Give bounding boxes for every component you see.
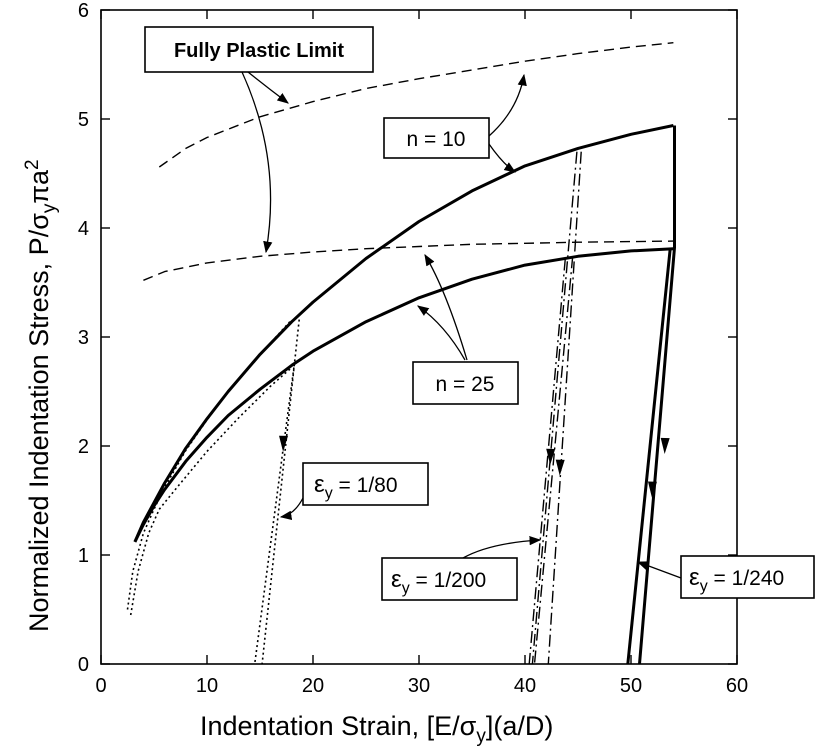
x-tick-label: 20	[302, 675, 324, 697]
x-tick-label: 40	[514, 675, 536, 697]
annotation-arrows	[241, 71, 682, 579]
annotation-eps-240-label: εy = 1/240	[689, 564, 784, 595]
series-line-dotted	[261, 319, 300, 665]
series-layer	[126, 42, 676, 665]
x-axis-title: Indentation Strain, [E/σy](a/D)	[200, 711, 553, 747]
annotation-n10: n = 10	[383, 117, 490, 159]
series-line-dotted	[253, 367, 295, 665]
annotation-eps-240: εy = 1/240	[680, 555, 815, 599]
annotation-eps-240-symbol: ε	[689, 564, 700, 591]
y-axis-title-sup: 2	[22, 159, 43, 170]
ticks: 0 10 20 30 40 50 60 0 1 2 3 4 5 6	[78, 0, 748, 697]
y-tick-label: 0	[78, 654, 89, 676]
annotation-fully-plastic-limit-text: Fully Plastic Limit	[174, 40, 344, 62]
x-tick-label: 0	[95, 675, 106, 697]
annotation-eps-200: εy = 1/200	[381, 557, 518, 601]
annotation-leader-arrow	[417, 305, 466, 361]
annotation-eps-200-tail: = 1/200	[410, 569, 486, 592]
y-tick-label: 5	[78, 109, 89, 131]
annotation-leader-arrow	[488, 73, 527, 137]
annotation-n25-text: n = 25	[436, 373, 495, 396]
series-line-dashdot	[547, 151, 582, 665]
annotation-leader-arrow	[462, 535, 542, 559]
annotation-leader-arrow	[636, 561, 682, 579]
annotation-leader-arrow	[241, 71, 273, 254]
annotation-eps-240-tail: = 1/240	[708, 567, 784, 590]
annotation-n10-text: n = 10	[407, 128, 466, 151]
series-line-dotted	[129, 366, 293, 616]
annotation-leader-arrow	[279, 497, 304, 521]
y-tick-label: 4	[78, 218, 89, 240]
x-axis-title-main: Indentation Strain, [E/σ	[200, 711, 477, 741]
y-axis-title-main: Normalized Indentation Stress, P/σ	[24, 213, 54, 632]
y-axis-title-sub: y	[39, 203, 60, 213]
annotation-eps-80: εy = 1/80	[302, 462, 429, 506]
annotation-eps-200-symbol: ε	[391, 566, 402, 593]
series-line-dashed	[143, 240, 674, 281]
annotation-eps-80-tail: = 1/80	[333, 474, 398, 497]
series-line-dashed	[158, 42, 674, 168]
annotation-fully-plastic-limit: Fully Plastic Limit	[144, 26, 374, 73]
x-axis-title-sub: y	[476, 726, 486, 747]
annotation-eps-240-sub: y	[700, 578, 708, 595]
series-line-dashdot	[531, 151, 578, 665]
series-line-dashdot	[528, 258, 566, 665]
annotation-eps-80-symbol: ε	[314, 471, 325, 498]
series-line-solid	[133, 124, 674, 543]
y-tick-label: 3	[78, 327, 89, 349]
x-tick-label: 60	[726, 675, 748, 697]
x-tick-label: 30	[408, 675, 430, 697]
annotation-eps-80-sub: y	[325, 485, 333, 502]
x-tick-label: 50	[620, 675, 642, 697]
y-tick-label: 2	[78, 436, 89, 458]
series-line-solid	[626, 248, 672, 665]
unloading-direction-arrow	[279, 435, 289, 452]
unloading-direction-arrow	[647, 481, 657, 498]
annotation-eps-200-sub: y	[402, 580, 410, 597]
y-tick-label: 6	[78, 0, 89, 22]
unloading-direction-arrow	[546, 448, 556, 465]
x-axis-title-tail: ](a/D)	[486, 711, 554, 741]
annotation-leader-arrow	[488, 143, 516, 173]
y-tick-label: 1	[78, 545, 89, 567]
x-tick-label: 10	[196, 675, 218, 697]
unloading-direction-arrow	[555, 459, 565, 476]
annotation-n25: n = 25	[412, 361, 519, 405]
annotation-eps-200-label: εy = 1/200	[391, 566, 486, 597]
y-axis-title-tail: πa	[24, 169, 54, 204]
y-axis-title: Normalized Indentation Stress, P/σyπa2	[22, 159, 60, 632]
series-line-solid	[638, 125, 676, 665]
annotation-leader-arrow	[424, 253, 468, 361]
unloading-direction-arrow	[660, 437, 670, 454]
annotation-leader-arrow	[247, 71, 289, 104]
annotation-eps-80-label: εy = 1/80	[314, 471, 398, 502]
flow-arrows	[279, 435, 670, 498]
series-line-dashdot	[533, 256, 574, 665]
